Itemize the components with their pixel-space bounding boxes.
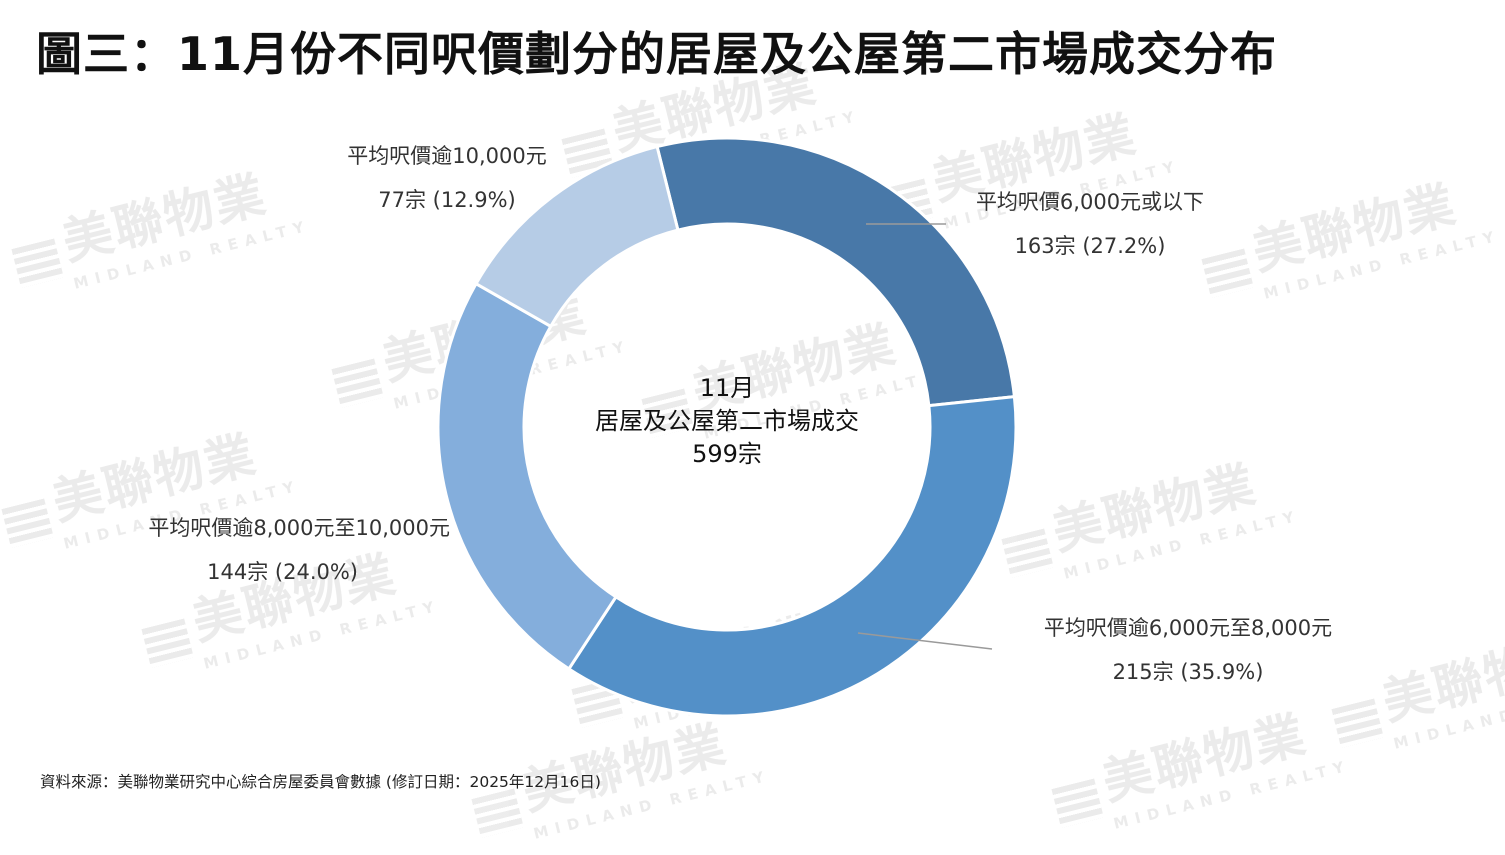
- data-source-note: 資料來源：美聯物業研究中心綜合房屋委員會數據 (修訂日期：2025年12月16日…: [40, 773, 601, 791]
- donut-center-label: 11月 居屋及公屋第二市場成交 599宗: [527, 372, 927, 471]
- donut-chart: [436, 136, 1018, 718]
- slice-label-2-value: 144宗 (24.0%): [207, 560, 358, 584]
- donut-slice-1: [566, 394, 1018, 718]
- slice-label-3: 平均呎價逾10,000元 77宗 (12.9%): [312, 134, 582, 222]
- donut-slice-2: [436, 281, 618, 671]
- slice-label-0: 平均呎價6,000元或以下 163宗 (27.2%): [950, 180, 1230, 268]
- slice-label-2-name: 平均呎價逾8,000元至10,000元: [148, 516, 450, 540]
- center-total: 599宗: [692, 440, 762, 468]
- leader-line-1: [857, 632, 993, 650]
- slice-label-0-value: 163宗 (27.2%): [1014, 234, 1166, 258]
- center-month: 11月: [699, 374, 755, 402]
- slice-label-3-value: 77宗 (12.9%): [378, 188, 516, 212]
- slice-label-2: 平均呎價逾8,000元至10,000元 144宗 (24.0%): [78, 506, 450, 594]
- slice-label-1-name: 平均呎價逾6,000元至8,000元: [1043, 616, 1333, 640]
- chart-title: 圖三：11月份不同呎價劃分的居屋及公屋第二市場成交分布: [36, 27, 1278, 81]
- center-category: 居屋及公屋第二市場成交: [595, 407, 859, 435]
- slice-label-3-name: 平均呎價逾10,000元: [347, 144, 547, 168]
- donut-slice-0: [655, 136, 1017, 408]
- slice-label-1: 平均呎價逾6,000元至8,000元 215宗 (35.9%): [1012, 606, 1364, 694]
- slice-label-1-value: 215宗 (35.9%): [1112, 660, 1264, 684]
- donut-slice-3: [473, 144, 680, 329]
- slice-label-0-name: 平均呎價6,000元或以下: [975, 190, 1205, 214]
